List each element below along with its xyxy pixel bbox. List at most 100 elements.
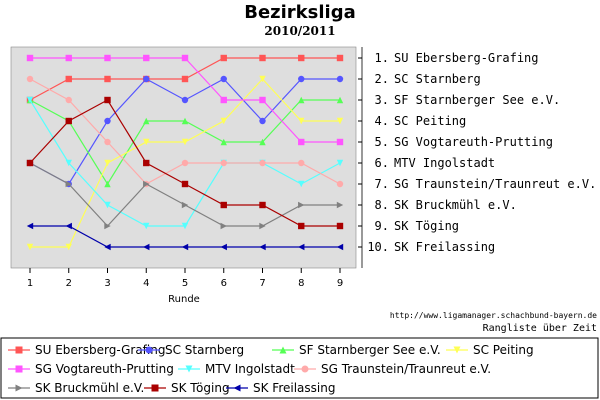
data-point [220, 96, 227, 104]
data-point [220, 222, 227, 230]
data-point [336, 222, 344, 230]
data-point [143, 180, 150, 188]
rank-label: 2. [375, 72, 389, 86]
data-point [143, 138, 150, 146]
data-point [181, 96, 189, 104]
x-tick-label: 3 [104, 278, 110, 289]
data-point [65, 54, 72, 62]
data-point [65, 96, 72, 104]
footer-caption: Rangliste über Zeit [483, 323, 597, 334]
rank-labels: 1. SU Ebersberg-Grafing 2. SC Starnberg 3. SF… [358, 47, 596, 268]
data-point [26, 159, 34, 167]
data-point [104, 75, 111, 83]
data-point [143, 222, 150, 230]
rank-label: 1. [375, 51, 389, 65]
data-point [143, 54, 150, 62]
rank-team-label: SG Vogtareuth-Prutting [394, 135, 553, 149]
data-point [104, 159, 111, 167]
data-point [26, 96, 34, 104]
legend-label: SG Vogtareuth-Prutting [35, 362, 174, 376]
data-point [181, 138, 189, 146]
legend-swatch-marker [185, 365, 193, 373]
chart-title: Bezirksliga [244, 2, 356, 23]
data-point [65, 75, 72, 83]
legend-swatch-marker [15, 346, 23, 354]
x-axis-label: Runde [168, 294, 200, 305]
data-point [259, 243, 266, 251]
legend-item: SG Vogtareuth-Prutting [8, 362, 174, 376]
data-point [298, 159, 305, 167]
data-point [298, 96, 305, 104]
data-point [26, 75, 34, 83]
data-point [26, 243, 34, 251]
series-sf-starnberger-see-e-v [26, 96, 344, 188]
series-sc-peiting [26, 75, 344, 251]
rank-team-label: SC Peiting [394, 114, 466, 128]
rank-label: 7. [375, 177, 389, 191]
legend-swatch-marker [453, 346, 461, 354]
data-point [220, 54, 227, 62]
legend-swatch-marker [233, 384, 241, 392]
data-point [104, 117, 111, 125]
data-point [104, 54, 111, 62]
plot-area [10, 46, 357, 269]
rank-team-label: SU Ebersberg-Grafing [394, 51, 539, 65]
legend-item: SG Traunstein/Traunreut e.V. [294, 362, 491, 376]
legend-label: SK Bruckmühl e.V. [35, 381, 144, 395]
data-point [220, 75, 227, 83]
rank-team-label: SK Freilassing [394, 240, 495, 254]
legend-label: MTV Ingolstadt [205, 362, 295, 376]
data-point [181, 75, 189, 83]
legend-item: SU Ebersberg-Grafing [8, 343, 165, 357]
data-point [104, 243, 111, 251]
rank-team-label: SK Töging [394, 219, 459, 233]
legend-label: SK Freilassing [253, 381, 335, 395]
data-point [336, 54, 344, 62]
data-point [259, 75, 266, 83]
data-point [220, 159, 227, 167]
data-point [104, 180, 111, 188]
data-point [336, 180, 344, 188]
data-point [298, 54, 305, 62]
data-point [104, 138, 111, 146]
data-point [259, 201, 266, 209]
data-point [65, 243, 72, 251]
data-point [26, 54, 34, 62]
x-tick-label: 7 [259, 278, 265, 289]
x-axis: 1 2 3 4 5 6 7 8 9 [27, 268, 343, 289]
legend-label: SG Traunstein/Traunreut e.V. [321, 362, 491, 376]
data-point [259, 96, 266, 104]
legend-item: SK Freilassing [226, 381, 335, 395]
legend-item: MTV Ingolstadt [178, 362, 295, 376]
legend-label: SK Töging [171, 381, 230, 395]
rank-team-label: SF Starnberger See e.V. [394, 93, 560, 107]
data-point [336, 201, 344, 209]
data-point [181, 180, 189, 188]
rank-label: 3. [375, 93, 389, 107]
data-point [336, 243, 344, 251]
data-point [259, 138, 266, 146]
data-point [336, 138, 344, 146]
series-sc-starnberg [26, 75, 344, 188]
x-tick-label: 8 [298, 278, 304, 289]
legend-item: SK Bruckmühl e.V. [8, 381, 144, 395]
series-layer [26, 54, 344, 251]
rank-team-label: SC Starnberg [394, 72, 481, 86]
rank-label: 10. [367, 240, 389, 254]
data-point [336, 96, 344, 104]
x-tick-label: 2 [66, 278, 72, 289]
rank-label: 6. [375, 156, 389, 170]
data-point [26, 222, 34, 230]
data-point [104, 96, 111, 104]
rank-team-label: MTV Ingolstadt [394, 156, 495, 170]
legend-label: SF Starnberger See e.V. [299, 343, 441, 357]
legend-label: SU Ebersberg-Grafing [35, 343, 165, 357]
data-point [259, 117, 266, 125]
legend-swatch-marker [145, 346, 153, 354]
rank-team-label: SK Bruckmühl e.V. [394, 198, 517, 212]
data-point [336, 159, 344, 167]
legend-item: SK Töging [144, 381, 230, 395]
data-point [298, 180, 305, 188]
data-point [298, 117, 305, 125]
